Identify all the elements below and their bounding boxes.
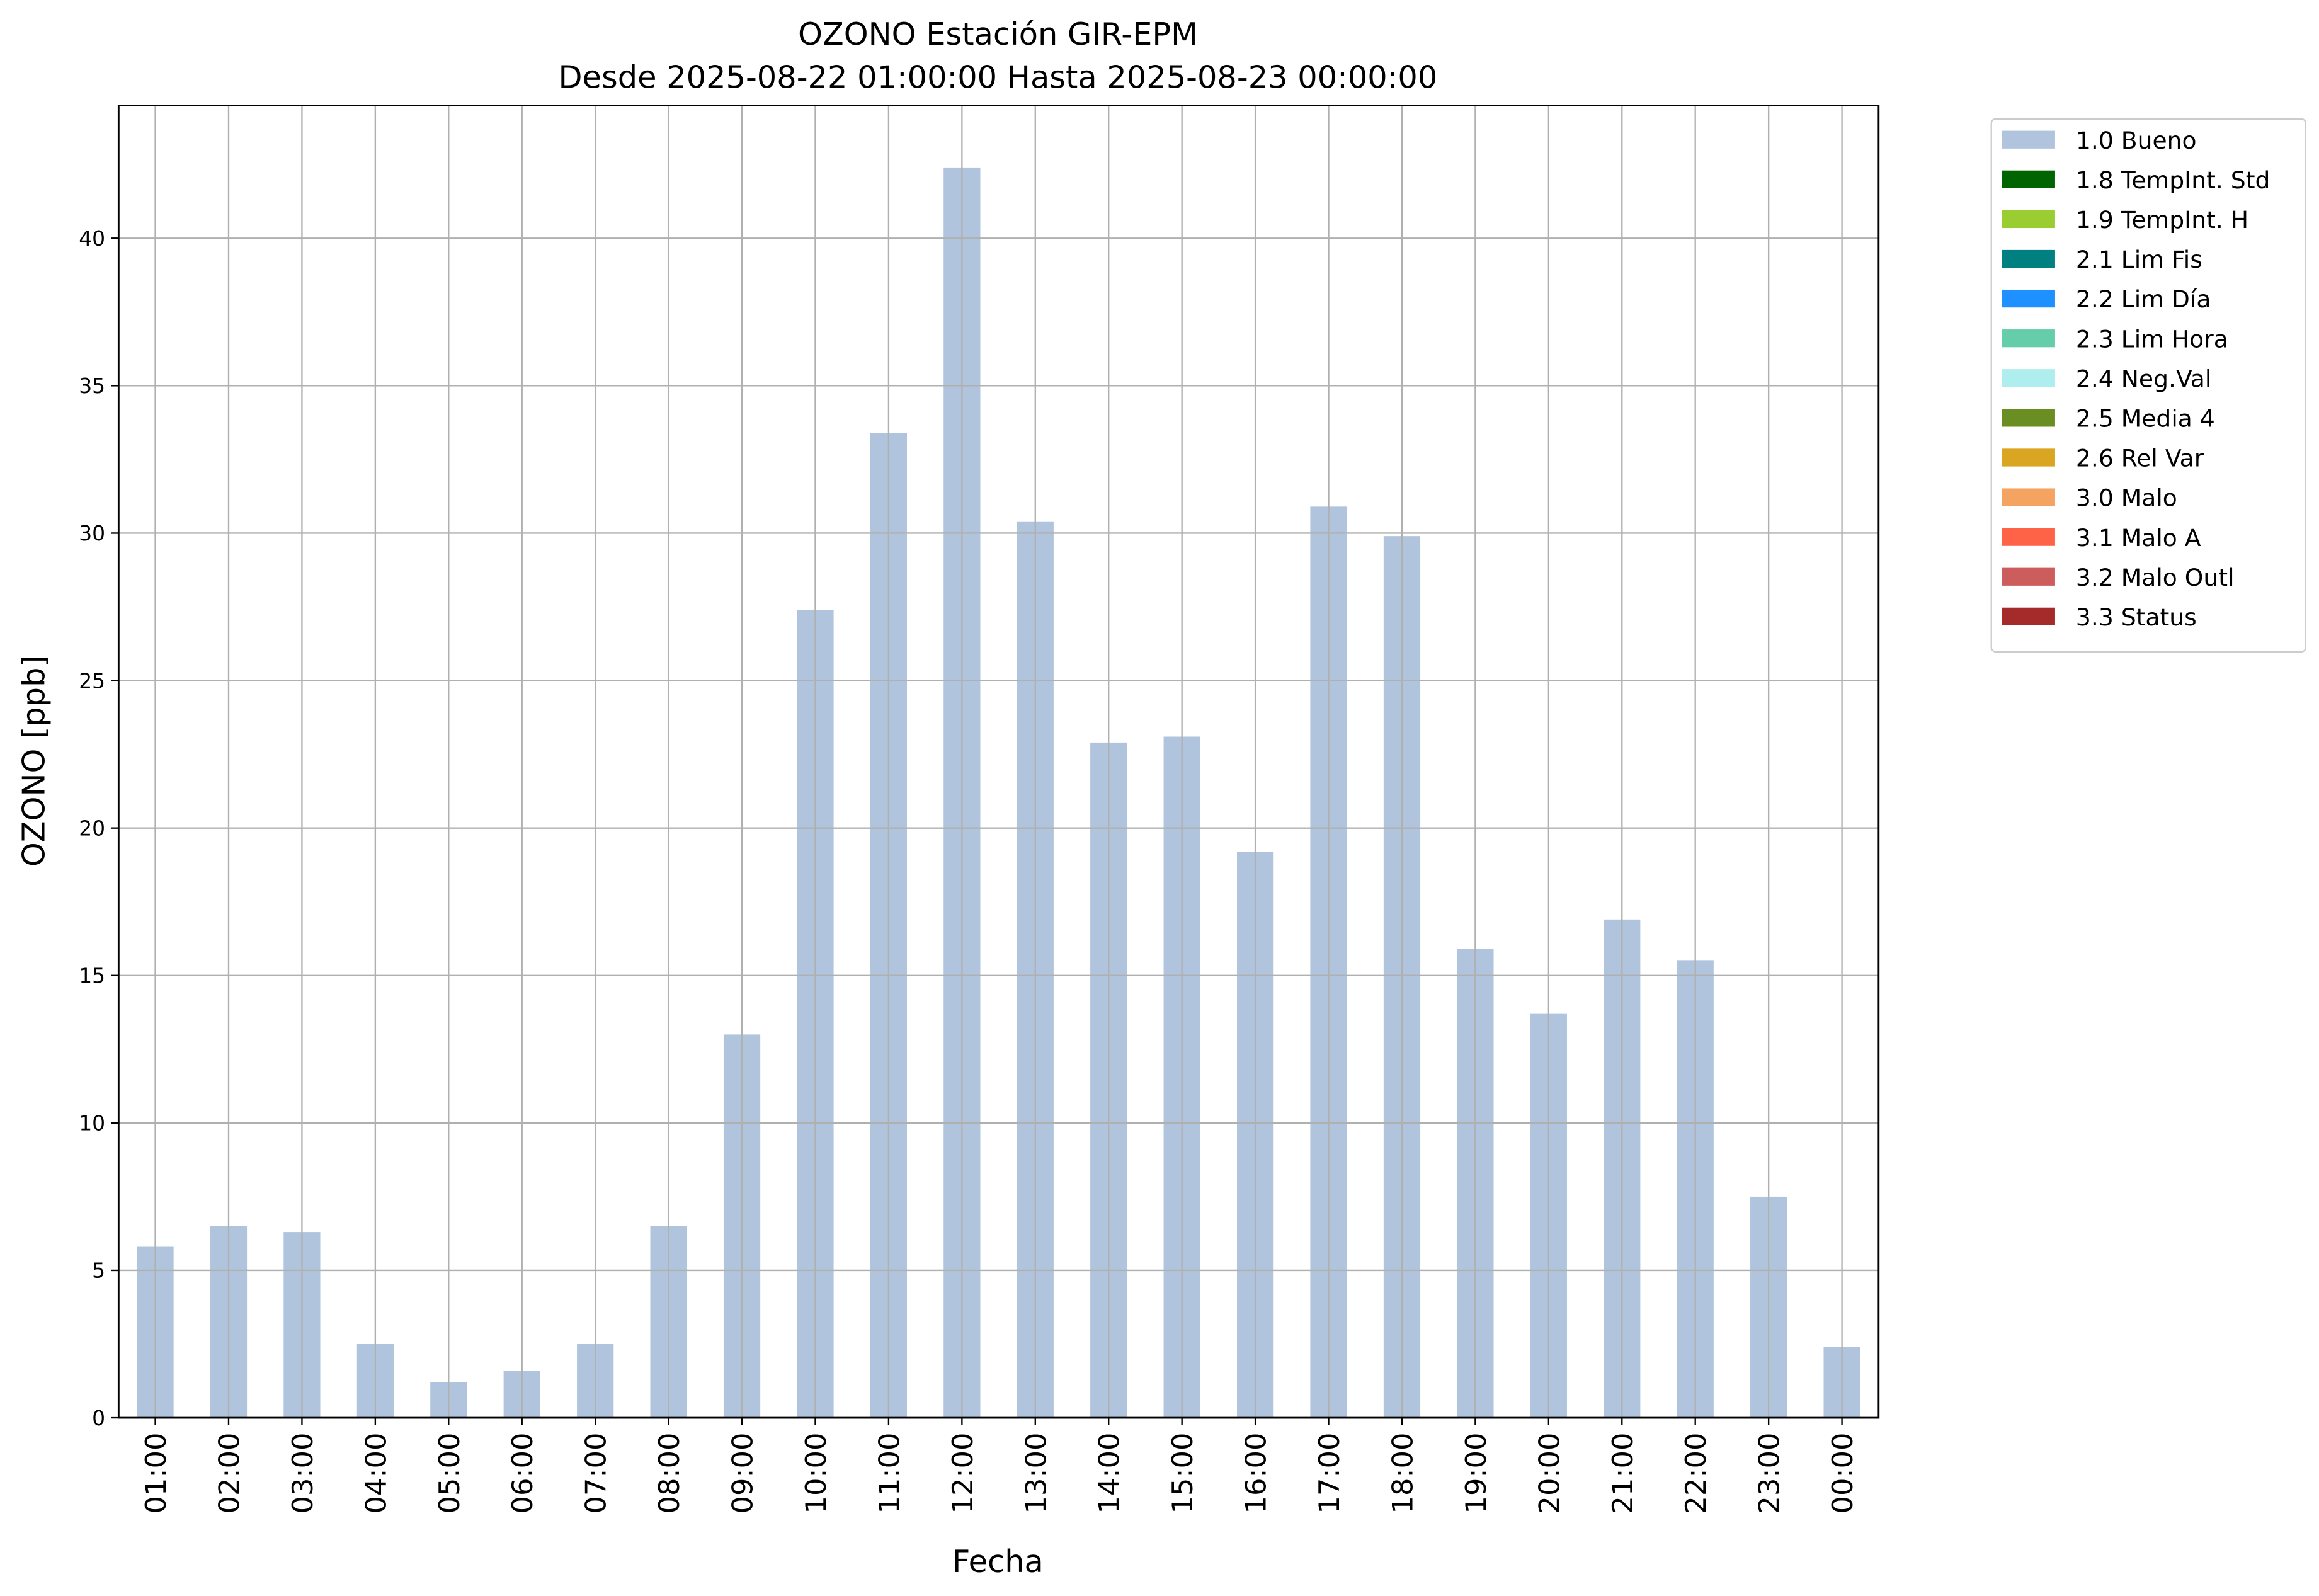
x-tick-label: 04:00 — [359, 1433, 392, 1514]
plot-frame — [117, 105, 1880, 1419]
y-tick-label: 20 — [79, 816, 105, 840]
legend-label: 3.2 Malo Outl — [2076, 564, 2235, 591]
x-tick-label: 15:00 — [1166, 1433, 1199, 1514]
legend-swatch — [2002, 448, 2055, 467]
legend-label: 1.8 TempInt. Std — [2076, 166, 2270, 194]
x-tick-label: 02:00 — [212, 1433, 246, 1514]
y-tick-label: 35 — [79, 373, 105, 398]
x-tick-label: 01:00 — [139, 1433, 173, 1514]
legend-label: 2.1 Lim Fis — [2076, 246, 2202, 273]
legend-label: 2.4 Neg.Val — [2076, 365, 2211, 392]
chart-title: OZONO Estación GIR-EPM — [798, 16, 1198, 52]
y-tick-label: 0 — [92, 1406, 105, 1430]
legend-label: 3.3 Status — [2076, 603, 2197, 631]
legend-label: 3.1 Malo A — [2076, 524, 2201, 552]
legend-swatch — [2002, 488, 2055, 506]
legend-label: 1.0 Bueno — [2076, 127, 2197, 154]
x-tick-label: 06:00 — [506, 1433, 539, 1514]
x-tick-label: 12:00 — [946, 1433, 979, 1514]
x-tick-label: 14:00 — [1093, 1433, 1126, 1514]
x-tick-label: 00:00 — [1826, 1433, 1859, 1514]
x-tick-label: 23:00 — [1753, 1433, 1786, 1514]
x-tick-label: 05:00 — [433, 1433, 466, 1514]
legend-label: 2.6 Rel Var — [2076, 445, 2204, 472]
x-tick-label: 11:00 — [872, 1433, 906, 1514]
x-tick-label: 18:00 — [1386, 1433, 1419, 1514]
legend-swatch — [2002, 210, 2055, 229]
x-tick-label: 07:00 — [579, 1433, 613, 1514]
y-tick-label: 10 — [79, 1111, 105, 1136]
y-axis-label: OZONO [ppb] — [16, 655, 52, 867]
x-tick-label: 17:00 — [1313, 1433, 1346, 1514]
y-tick-label: 15 — [79, 964, 105, 988]
x-tick-label: 22:00 — [1679, 1433, 1712, 1514]
legend-swatch — [2002, 607, 2055, 625]
legend-label: 3.0 Malo — [2076, 484, 2177, 512]
legend-label: 2.2 Lim Día — [2076, 285, 2211, 313]
x-tick-label: 09:00 — [726, 1433, 760, 1514]
x-tick-label: 16:00 — [1239, 1433, 1273, 1514]
x-tick-label: 08:00 — [652, 1433, 686, 1514]
y-tick-label: 40 — [79, 226, 105, 251]
y-tick-label: 5 — [92, 1258, 105, 1283]
legend-label: 1.9 TempInt. H — [2076, 206, 2248, 234]
legend-swatch — [2002, 567, 2055, 586]
legend-swatch — [2002, 170, 2055, 188]
x-tick-label: 20:00 — [1532, 1433, 1566, 1514]
x-tick-label: 03:00 — [286, 1433, 319, 1514]
y-tick-label: 25 — [79, 668, 105, 693]
y-tick-label: 30 — [79, 521, 105, 545]
x-tick-label: 13:00 — [1019, 1433, 1052, 1514]
chart-subtitle: Desde 2025-08-22 01:00:00 Hasta 2025-08-… — [559, 59, 1438, 95]
legend-swatch — [2002, 249, 2055, 268]
legend-swatch — [2002, 289, 2055, 308]
legend-label: 2.3 Lim Hora — [2076, 325, 2228, 353]
x-tick-label: 10:00 — [799, 1433, 833, 1514]
legend-swatch — [2002, 130, 2055, 149]
legend-swatch — [2002, 329, 2055, 348]
x-axis-label: Fecha — [952, 1543, 1044, 1580]
legend-swatch — [2002, 528, 2055, 546]
x-tick-label: 19:00 — [1459, 1433, 1493, 1514]
legend-box — [1990, 118, 2306, 653]
legend-swatch — [2002, 409, 2055, 427]
legend-swatch — [2002, 369, 2055, 387]
legend-label: 2.5 Media 4 — [2076, 405, 2215, 433]
x-tick-label: 21:00 — [1606, 1433, 1639, 1514]
